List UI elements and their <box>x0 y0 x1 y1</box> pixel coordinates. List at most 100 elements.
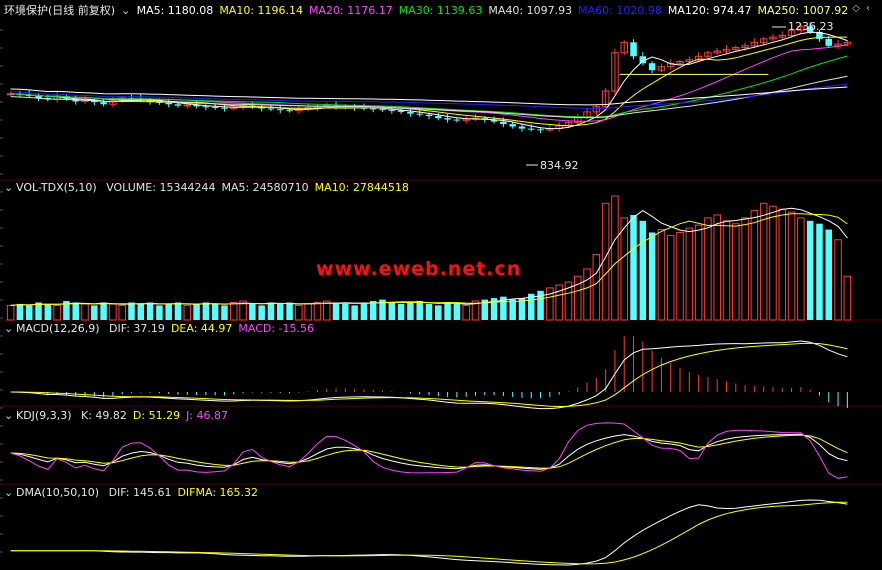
chevron-down-icon[interactable]: ⌄ <box>4 181 14 194</box>
volume-bar <box>787 211 796 321</box>
volume-bar <box>286 302 293 320</box>
macd-dea-line <box>10 342 848 408</box>
volume-bar <box>388 302 396 320</box>
macd-indicator-0: DIF: 37.19 <box>109 322 165 335</box>
dma-indicators: DIF: 145.61 DIFMA: 165.32 <box>109 486 264 499</box>
high-price-annotation: 1236.23 <box>788 20 834 33</box>
header-icons[interactable]: ◇‹ <box>852 3 876 14</box>
chevron-down-icon[interactable]: ⌄ <box>121 4 131 17</box>
candle-body <box>444 118 451 120</box>
volume-bar <box>509 299 516 320</box>
volume-ma10-line <box>10 213 848 306</box>
volume-bar <box>202 302 210 320</box>
volume-bar <box>53 304 61 321</box>
macd-panel-header: ⌄ MACD(12,26,9) DIF: 37.19 DEA: 44.97 MACD:… <box>4 322 326 336</box>
candle-body <box>109 100 117 105</box>
volume-bar <box>843 275 852 321</box>
chevron-down-icon[interactable]: ⌄ <box>4 409 14 422</box>
candle-body <box>759 38 768 43</box>
candle-body <box>453 119 461 121</box>
volume-bar <box>109 303 117 321</box>
volume-bar <box>546 287 554 321</box>
candle-body <box>165 102 172 105</box>
volume-bar <box>128 302 135 320</box>
ma20-line <box>10 44 848 122</box>
candle-body <box>407 111 414 114</box>
kdj-j-line <box>10 422 848 479</box>
stock-name[interactable]: 环境保护(日线 前复权) <box>4 4 116 17</box>
volume-bar <box>239 300 247 321</box>
kdj-indicators: K: 49.82 D: 51.29 J: 46.87 <box>81 409 234 422</box>
candle-body <box>221 107 228 109</box>
diamond-icon[interactable]: ◇ <box>852 3 866 14</box>
dma-title[interactable]: DMA(10,50,10) <box>16 486 100 499</box>
volume-bar <box>360 302 368 320</box>
candle-body <box>797 25 805 31</box>
dma-dif-line <box>10 499 848 566</box>
volume-panel-header: ⌄ VOL-TDX(5,10) VOLUME: 15344244 MA5: 2458… <box>4 181 421 195</box>
candle-body <box>137 98 145 101</box>
candle-body <box>435 116 442 119</box>
volume-bar <box>397 303 405 320</box>
macd-title[interactable]: MACD(12,26,9) <box>16 322 100 335</box>
candle-body <box>704 52 712 57</box>
volume-bar <box>816 223 823 320</box>
candle-body <box>694 55 703 61</box>
candle-body <box>425 114 433 117</box>
volume-bar <box>537 290 544 320</box>
volume-bar <box>732 223 740 321</box>
ma30-line <box>10 55 848 118</box>
volume-bar <box>573 275 582 321</box>
volume-bar <box>555 284 563 321</box>
volume-indicators: VOLUME: 15344244 MA5: 24580710 MA10: 27844… <box>106 181 415 194</box>
volume-title[interactable]: VOL-TDX(5,10) <box>16 181 97 194</box>
volume-bar <box>435 305 442 320</box>
candle-body <box>183 104 192 107</box>
candle-body <box>416 113 423 115</box>
candle-body <box>611 52 619 92</box>
volume-bar <box>230 301 238 321</box>
macd-indicator-2: MACD: -15.56 <box>238 322 315 335</box>
candle-body <box>592 106 601 113</box>
volume-indicator-2: MA10: 27844518 <box>314 181 409 194</box>
candle-body <box>750 41 759 47</box>
volume-bar <box>639 220 647 320</box>
volume-bar <box>704 217 712 321</box>
volume-bar <box>193 303 200 320</box>
chevron-left-icon[interactable]: ‹ <box>866 3 876 14</box>
volume-bar <box>490 298 498 320</box>
volume-bar <box>676 231 684 321</box>
candle-body <box>490 119 498 122</box>
main-indicator-6: MA120: 974.47 <box>667 4 752 17</box>
candle-body <box>202 106 210 108</box>
volume-bar <box>25 305 33 320</box>
volume-bar <box>35 302 42 320</box>
chevron-down-icon[interactable]: ⌄ <box>4 322 14 335</box>
candle-body <box>825 38 833 46</box>
volume-bar <box>685 227 694 321</box>
chevron-down-icon[interactable]: ⌄ <box>4 486 14 499</box>
ma120-line <box>10 86 848 106</box>
volume-bar <box>369 301 377 320</box>
candle-body <box>741 45 749 49</box>
volume-bar <box>694 224 703 321</box>
main-indicator-1: MA10: 1196.14 <box>219 4 304 17</box>
volume-bar <box>100 302 107 320</box>
volume-bar <box>518 298 526 320</box>
candle-body <box>666 62 675 68</box>
dma-indicator-0: DIF: 145.61 <box>108 486 172 499</box>
volume-bar <box>657 229 666 321</box>
candle-body <box>601 90 610 108</box>
candle-body <box>528 128 535 130</box>
dma-indicator-1: DIFMA: 165.32 <box>177 486 259 499</box>
ma60-line <box>10 83 848 110</box>
volume-bar <box>174 302 182 320</box>
candle-body <box>100 102 107 105</box>
volume-bar <box>332 302 340 320</box>
candle-body <box>769 36 777 40</box>
kdj-indicator-1: D: 51.29 <box>132 409 181 422</box>
candle-body <box>537 129 544 131</box>
kdj-title[interactable]: KDJ(9,3,3) <box>16 409 72 422</box>
volume-bar <box>611 195 619 321</box>
volume-bar <box>750 210 759 321</box>
